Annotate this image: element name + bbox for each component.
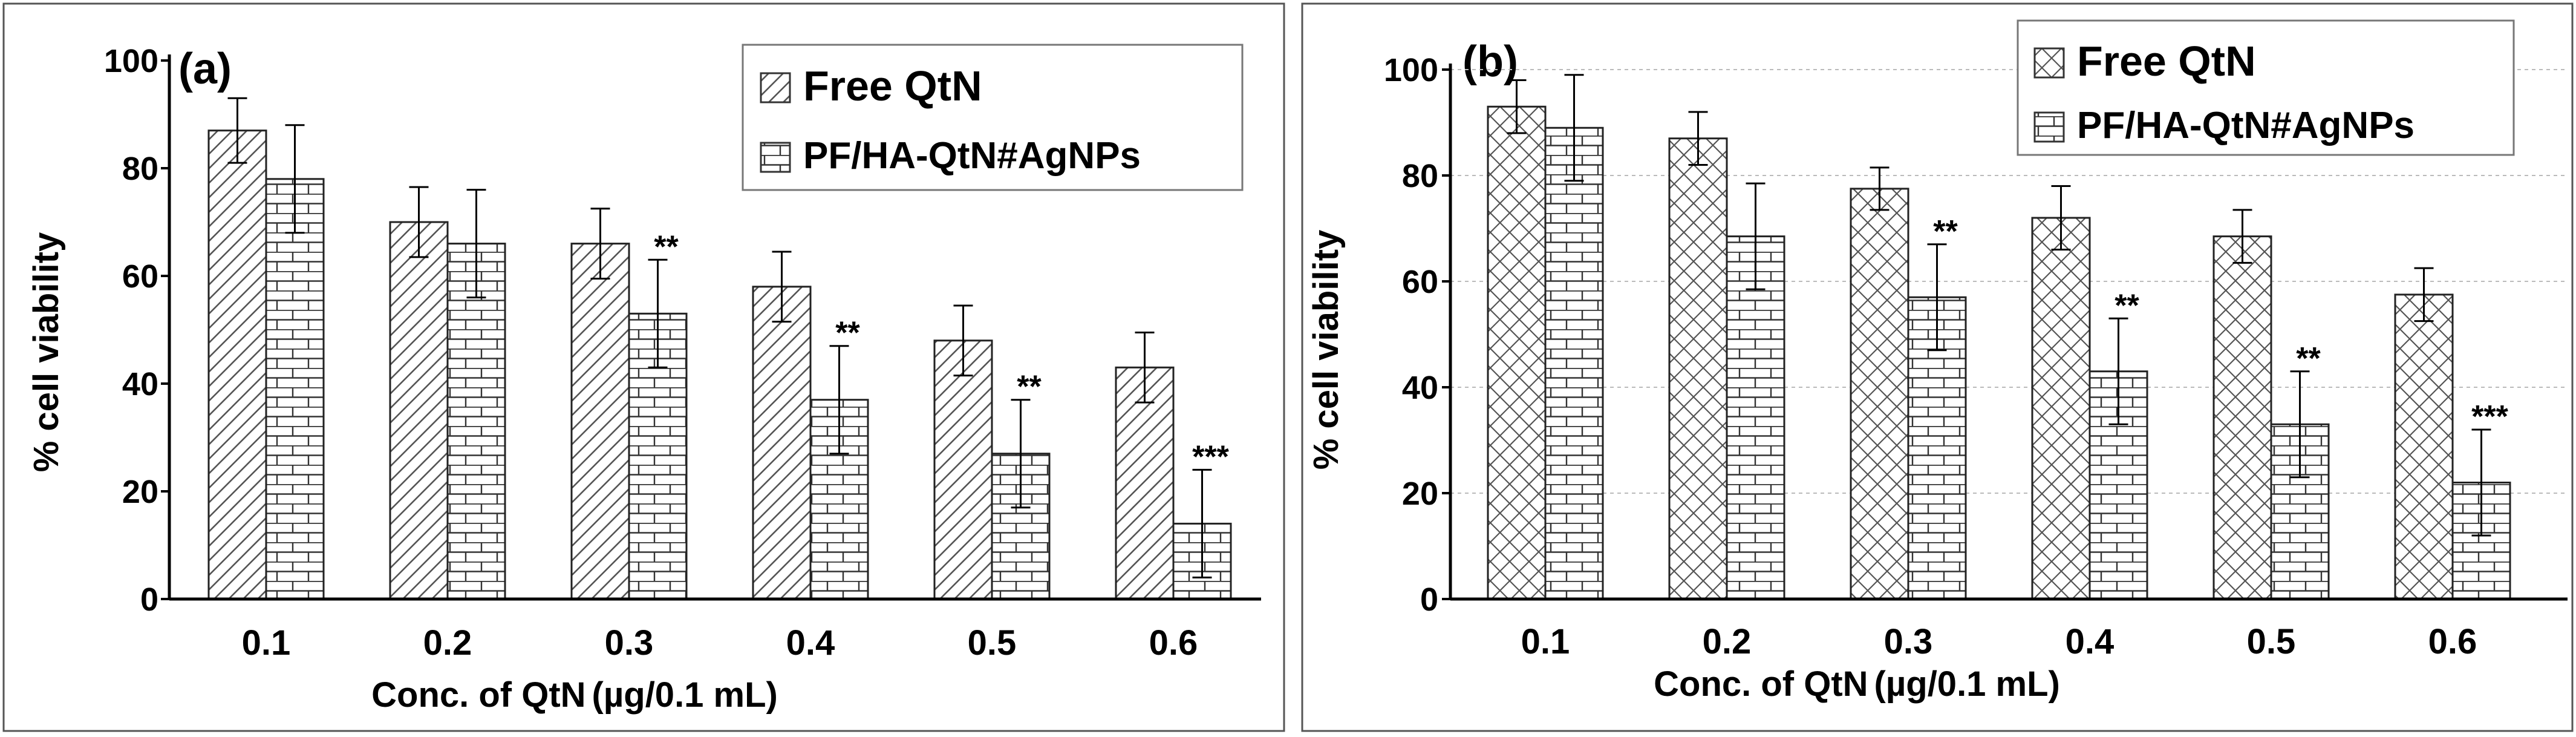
panel-b-y-tick-label: 0 bbox=[1420, 581, 1438, 618]
panel-a-bar-free-qtn bbox=[1115, 366, 1175, 600]
panel-b-x-axis-label: Conc. of QtN (µg/0.1 mL) bbox=[1654, 664, 2060, 704]
panel-b-y-tick-label: 80 bbox=[1402, 158, 1438, 194]
panel-b-legend-label-free: Free QtN bbox=[2077, 38, 2256, 85]
panel-a-bar-free-qtn bbox=[207, 129, 267, 600]
panel-b-x-axis-label-units: (µg/0.1 mL) bbox=[1874, 664, 2060, 704]
panel-b-bar-free-qtn bbox=[1487, 105, 1547, 600]
panel-b-label: (b) bbox=[1462, 38, 1518, 86]
panel-a-x-axis-label-main: Conc. of QtN bbox=[371, 675, 585, 715]
panel-a-bar-pf-ha-qtn-agnps bbox=[265, 178, 325, 600]
panel-b-x-tick-label: 0.1 bbox=[1521, 622, 1570, 661]
panel-b-significance-label: ** bbox=[1933, 214, 1958, 249]
panel-a-y-tick-label: 60 bbox=[122, 258, 158, 295]
panel-a-frame bbox=[2, 2, 1285, 732]
panel-a-x-tick-label: 0.4 bbox=[786, 623, 835, 663]
panel-a-legend-box bbox=[742, 44, 1244, 191]
panel-a-x-axis-label: Conc. of QtN (µg/0.1 mL) bbox=[371, 675, 778, 715]
panel-b-bar-free-qtn bbox=[2212, 235, 2272, 600]
panel-a-legend: Free QtN PF/HA-QtN#AgNPs bbox=[742, 44, 1244, 191]
panel-a-significance-label: ** bbox=[835, 316, 860, 351]
panel-b-bar-pf-ha-qtn-agnps bbox=[1544, 126, 1604, 600]
panel-b-y-tick-label: 100 bbox=[1384, 52, 1438, 88]
panel-b-bar-pf-ha-qtn-agnps bbox=[2089, 370, 2148, 600]
panel-a-x-tick-label: 0.2 bbox=[423, 623, 472, 663]
panel-b-bar-free-qtn bbox=[1850, 188, 1909, 600]
panel-b-x-tick-label: 0.5 bbox=[2247, 622, 2296, 661]
panel-b-y-tick-label: 20 bbox=[1402, 476, 1438, 512]
panel-b-frame bbox=[1301, 2, 2574, 732]
panel-a-y-axis-label: % cell viability bbox=[27, 232, 66, 473]
panel-b-bar-free-qtn bbox=[2031, 217, 2091, 600]
panel-a-legend-swatch-agnps bbox=[760, 142, 791, 173]
panel-b-x-tick-label: 0.6 bbox=[2428, 622, 2477, 661]
panel-a-legend-swatch-free bbox=[760, 72, 791, 103]
panel-b-x-axis-label-main: Conc. of QtN bbox=[1654, 664, 1868, 704]
panel-b-significance-label: ** bbox=[2296, 341, 2321, 376]
panel-b-y-axis-label: % cell viability bbox=[1306, 230, 1346, 470]
panel-b-y-tick-label: 60 bbox=[1402, 264, 1438, 300]
panel-a-y-tick-label: 20 bbox=[122, 474, 158, 510]
panel-a-x-axis-label-units: (µg/0.1 mL) bbox=[592, 675, 778, 715]
panel-a-y-tick-label: 40 bbox=[122, 366, 158, 402]
panel-a-legend-label-agnps: PF/HA-QtN#AgNPs bbox=[803, 135, 1141, 177]
panel-a-y-tick-label: 100 bbox=[104, 43, 158, 79]
panel-b-x-tick-label: 0.2 bbox=[1703, 622, 1752, 661]
panel-a-significance-label: *** bbox=[1192, 439, 1229, 474]
panel-a-significance-label: ** bbox=[1017, 370, 1042, 405]
panel-b-y-tick-label: 40 bbox=[1402, 370, 1438, 406]
panel-a-x-tick-label: 0.1 bbox=[242, 623, 291, 663]
panel-b-x-tick-label: 0.4 bbox=[2066, 622, 2115, 661]
panel-b-significance-label: *** bbox=[2471, 399, 2508, 434]
panel-b-x-tick-label: 0.3 bbox=[1884, 622, 1933, 661]
panel-b-legend-box bbox=[2017, 19, 2515, 156]
panel-a-bar-free-qtn bbox=[570, 243, 630, 600]
panel-a-legend-label-free: Free QtN bbox=[803, 62, 982, 110]
panel-a-bar-free-qtn bbox=[389, 221, 449, 600]
panel-b-significance-label: ** bbox=[2115, 288, 2139, 323]
panel-a-y-tick-label: 80 bbox=[122, 151, 158, 187]
panel-b-bar-free-qtn bbox=[2394, 293, 2454, 600]
panel-a-x-tick-label: 0.5 bbox=[968, 623, 1017, 663]
panel-b-legend-swatch-free bbox=[2033, 47, 2065, 79]
panel-b-bar-free-qtn bbox=[1668, 137, 1728, 600]
panel-a-significance-label: ** bbox=[654, 229, 679, 264]
panel-a-label: (a) bbox=[178, 45, 232, 93]
panel-a-x-tick-label: 0.6 bbox=[1149, 623, 1198, 663]
panel-a-y-tick-label: 0 bbox=[140, 581, 158, 618]
panel-a-bar-free-qtn bbox=[752, 286, 812, 600]
panel-a-x-tick-label: 0.3 bbox=[605, 623, 654, 663]
panel-b-bar-pf-ha-qtn-agnps bbox=[1726, 235, 1785, 600]
panel-b-legend-label-agnps: PF/HA-QtN#AgNPs bbox=[2077, 105, 2415, 146]
panel-b-legend: Free QtN PF/HA-QtN#AgNPs bbox=[2017, 19, 2515, 156]
panel-b-legend-swatch-agnps bbox=[2033, 111, 2065, 143]
panel-a-bar-free-qtn bbox=[933, 339, 993, 600]
